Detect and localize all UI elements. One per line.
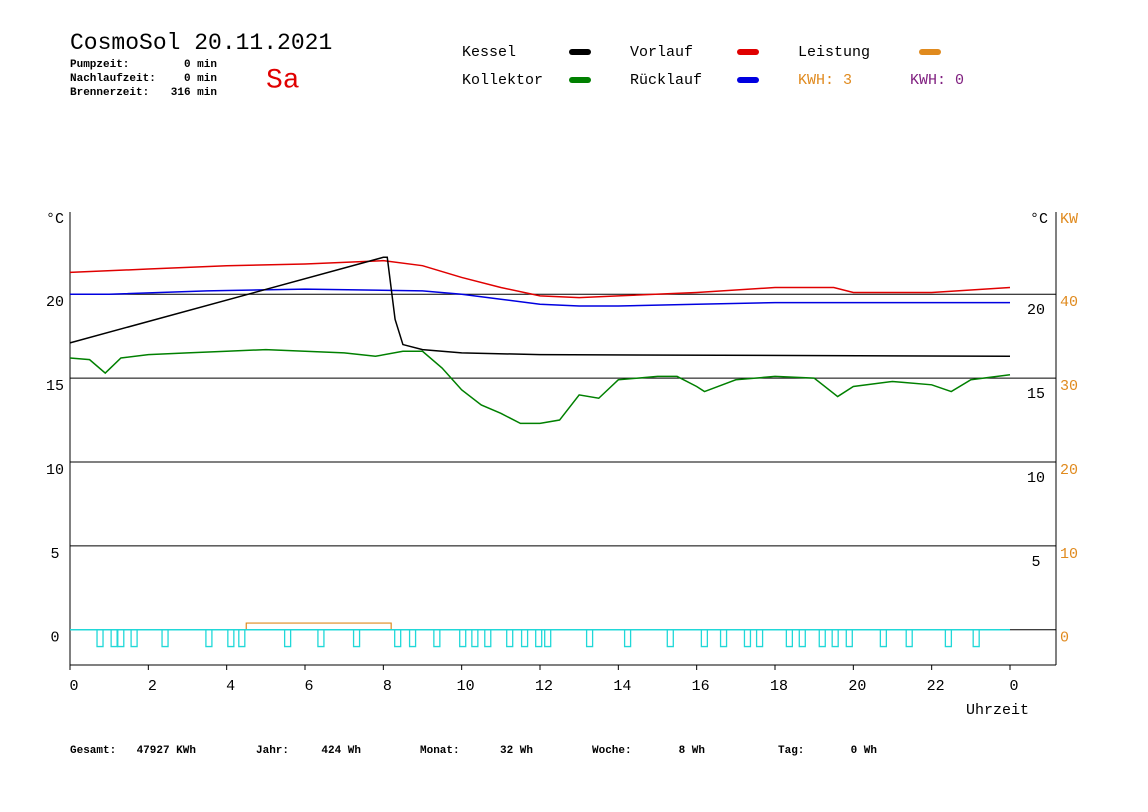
chart-title: CosmoSol 20.11.2021: [70, 30, 332, 56]
info-label: Nachlaufzeit:: [70, 73, 156, 85]
legend-label: Leistung: [798, 44, 870, 61]
pump-pulse: [459, 629, 467, 648]
pump-pulse: [130, 629, 138, 648]
pump-pulse: [433, 629, 441, 648]
pump-pulse: [227, 629, 235, 648]
pump-pulse: [798, 629, 806, 648]
footer-value: 32 Wh: [500, 745, 533, 757]
x-tick-label: 22: [927, 678, 945, 695]
pump-pulse: [161, 629, 169, 648]
pump-pulse: [623, 629, 632, 648]
y-axis-label-right: °C: [1030, 211, 1048, 228]
pump-pulse: [666, 629, 674, 648]
pump-pulse: [205, 629, 213, 648]
series-line: [70, 622, 1010, 631]
y-tick-label: 5: [50, 546, 59, 563]
pump-pulse: [506, 629, 514, 648]
legend-label: Kollektor: [462, 72, 543, 89]
info-label: Brennerzeit:: [70, 87, 149, 99]
footer-label: Jahr:: [256, 745, 289, 757]
y-tick-label: 20: [46, 294, 64, 311]
pump-pulse: [972, 629, 980, 648]
y-axis-label: °C: [46, 211, 64, 228]
series-line: [70, 288, 1010, 307]
x-tick-label: 2: [148, 678, 157, 695]
y2-tick-label: 20: [1060, 462, 1078, 479]
info-value: 0 min: [184, 73, 217, 85]
footer-label: Woche:: [592, 745, 632, 757]
y2-tick-label: 0: [1060, 630, 1069, 647]
pump-pulse: [743, 629, 752, 648]
legend-label: Kessel: [462, 44, 516, 61]
y-tick-label-right: 15: [1027, 386, 1045, 403]
info-value: 316 min: [171, 87, 217, 99]
pump-pulse: [544, 629, 552, 648]
pump-pulse: [818, 629, 826, 648]
x-tick-label: 6: [304, 678, 313, 695]
y-tick-label: 0: [50, 630, 59, 647]
y2-tick-label: 10: [1060, 546, 1078, 563]
weekday: Sa: [266, 65, 300, 96]
x-tick-label: 8: [383, 678, 392, 695]
info-value: 0 min: [184, 59, 217, 71]
pump-pulse: [484, 629, 492, 648]
series-line: [69, 256, 1011, 358]
x-tick-label: 14: [613, 678, 631, 695]
x-tick-label: 0: [69, 678, 78, 695]
y-tick-label-right: 10: [1027, 470, 1045, 487]
pump-pulse: [845, 629, 853, 648]
footer-value: 424 Wh: [321, 745, 361, 757]
pump-pulse: [755, 629, 764, 648]
pump-pulse: [110, 629, 118, 648]
y-tick-label-right: 20: [1027, 302, 1045, 319]
x-tick-label: 20: [848, 678, 866, 695]
kwh-label: KWH: 0: [910, 72, 964, 89]
pump-pulse: [719, 629, 728, 648]
kwh-label: KWH: 3: [798, 72, 852, 89]
pump-pulse: [879, 629, 888, 648]
y2-axis-label: KW: [1060, 211, 1078, 228]
pump-pulse: [520, 629, 529, 648]
x-tick-label: 10: [457, 678, 475, 695]
pump-pulse: [905, 629, 913, 648]
pump-pulse: [408, 629, 417, 648]
pump-pulse: [238, 629, 246, 648]
footer-value: 8 Wh: [679, 745, 705, 757]
x-tick-label: 0: [1009, 678, 1018, 695]
pump-pulse: [283, 629, 292, 648]
pump-pulse: [535, 629, 543, 648]
x-tick-label: 18: [770, 678, 788, 695]
series-line: [69, 348, 1011, 425]
pump-pulse: [785, 629, 794, 648]
pump-pulse: [352, 629, 361, 648]
series-line: [69, 259, 1011, 299]
pump-pulse: [96, 629, 104, 648]
legend-label: Vorlauf: [630, 44, 693, 61]
y-tick-label: 15: [46, 378, 64, 395]
x-tick-label: 12: [535, 678, 553, 695]
pump-pulse: [117, 629, 125, 648]
y2-tick-label: 30: [1060, 378, 1078, 395]
pump-pulse: [394, 629, 402, 648]
x-tick-label: 16: [692, 678, 710, 695]
pump-pulse: [471, 629, 479, 648]
pump-pulse: [317, 629, 325, 648]
pump-pulse: [700, 629, 709, 648]
footer-label: Monat:: [420, 745, 460, 757]
y2-tick-label: 40: [1060, 294, 1078, 311]
x-axis-label: Uhrzeit: [966, 702, 1029, 719]
pump-pulse: [831, 629, 839, 648]
footer-label: Gesamt:: [70, 745, 116, 757]
info-label: Pumpzeit:: [70, 59, 129, 71]
footer-value: 47927 KWh: [137, 745, 196, 757]
footer-label: Tag:: [778, 745, 804, 757]
pump-pulse: [944, 629, 953, 648]
pump-pulse: [585, 629, 594, 648]
x-tick-label: 4: [226, 678, 235, 695]
y-tick-label: 10: [46, 462, 64, 479]
y-tick-label-right: 5: [1031, 554, 1040, 571]
footer-value: 0 Wh: [851, 745, 877, 757]
legend-label: Rücklauf: [630, 72, 702, 89]
